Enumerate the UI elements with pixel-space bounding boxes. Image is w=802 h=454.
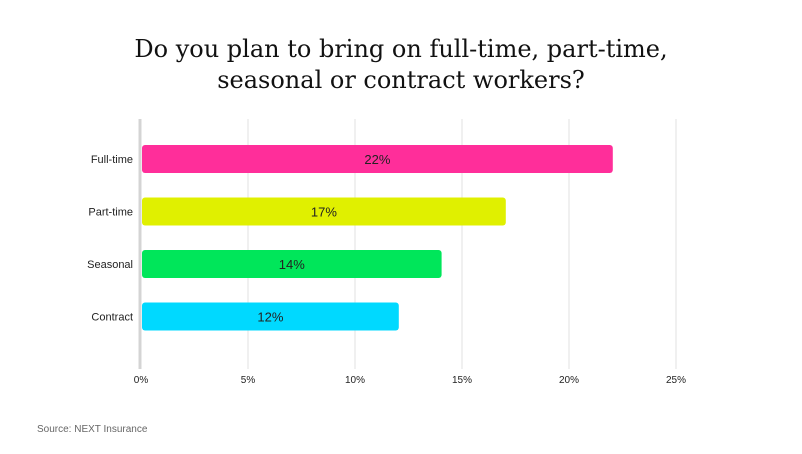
bar-seasonal xyxy=(142,250,442,278)
data-label-contract: 12% xyxy=(257,310,283,325)
data-label-part-time: 17% xyxy=(311,205,337,220)
source-note: Source: NEXT Insurance xyxy=(37,424,148,435)
category-label-seasonal: Seasonal xyxy=(87,259,133,271)
category-label-contract: Contract xyxy=(91,312,133,324)
chart-title-line-2: seasonal or contract workers? xyxy=(217,66,585,94)
x-tick-label-25: 25% xyxy=(666,375,686,386)
category-label-full-time: Full-time xyxy=(91,154,133,166)
chart-title-line-1: Do you plan to bring on full-time, part-… xyxy=(134,35,668,63)
x-tick-label-20: 20% xyxy=(559,375,579,386)
data-label-full-time: 22% xyxy=(364,152,390,167)
bar-full-time xyxy=(142,145,613,173)
x-tick-label-10: 10% xyxy=(345,375,365,386)
bar-contract xyxy=(142,302,399,331)
x-tick-label-0: 0% xyxy=(134,375,149,386)
x-tick-label-15: 15% xyxy=(452,375,472,386)
data-label-seasonal: 14% xyxy=(279,257,305,272)
x-tick-label-5: 5% xyxy=(241,375,256,386)
chart-title: Do you plan to bring on full-time, part-… xyxy=(0,34,802,96)
bar-part-time xyxy=(142,197,506,226)
category-label-part-time: Part-time xyxy=(88,207,133,219)
